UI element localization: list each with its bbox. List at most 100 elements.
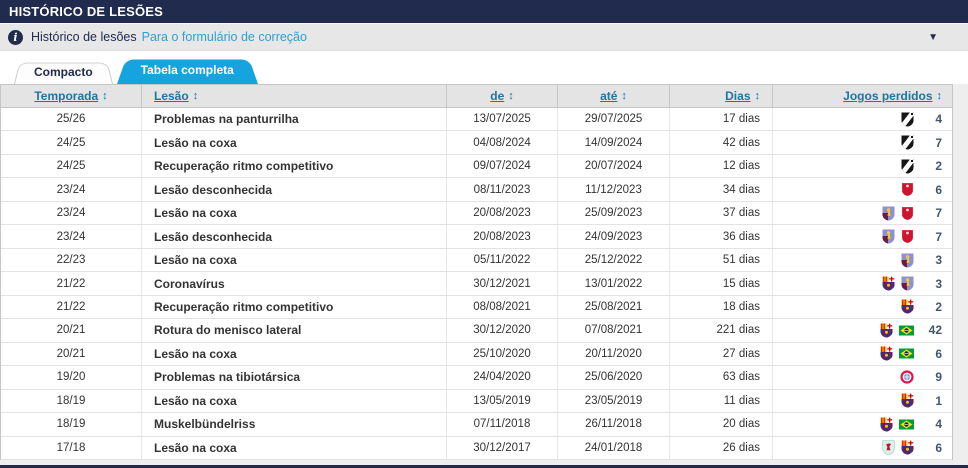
info-icon: i	[8, 29, 23, 45]
sort-icon: ↕	[102, 90, 108, 102]
club-icon-aston-villa[interactable]	[882, 229, 895, 244]
club-icons	[882, 276, 914, 291]
club-icon-brazil[interactable]	[899, 348, 914, 359]
until-date-cell-text: 25/06/2020	[584, 371, 643, 384]
club-icons	[882, 229, 914, 244]
days-cell-text: 51 dias	[722, 254, 760, 267]
tab-label: Tabela completa	[140, 63, 234, 77]
tab-tabela-completa[interactable]: Tabela completa	[117, 56, 258, 84]
until-date-cell: 20/11/2020	[558, 342, 670, 366]
from-date-cell: 09/07/2024	[447, 154, 558, 178]
club-icon-al-duhail[interactable]	[901, 205, 914, 221]
correction-form-link[interactable]: Para o formulário de correção	[141, 30, 307, 44]
column-header-lesao[interactable]: Lesão ↕	[142, 85, 447, 107]
sort-icon: ↕	[621, 90, 627, 102]
tab-compacto[interactable]: Compacto	[14, 60, 113, 84]
club-icon-barcelona[interactable]	[880, 417, 893, 432]
club-icon-barcelona[interactable]	[880, 323, 893, 338]
injury-cell-text: Lesão desconhecida	[154, 182, 273, 197]
games-missed-cell: 42	[773, 319, 952, 341]
injury-cell: Lesão na coxa	[142, 342, 447, 366]
table-row: 17/18 Lesão na coxa 30/12/2017 24/01/2018 26…	[1, 436, 952, 461]
days-cell: 36 dias	[670, 225, 773, 248]
club-icon-barcelona[interactable]	[901, 393, 914, 408]
club-icon-al-duhail[interactable]	[901, 229, 914, 244]
club-icon-bayern[interactable]	[900, 370, 914, 384]
column-header-de[interactable]: de ↕	[447, 85, 558, 107]
injury-cell-text: Lesão na coxa	[154, 206, 237, 221]
club-icon-barcelona[interactable]	[901, 299, 914, 314]
table-row: 23/24 Lesão na coxa 20/08/2023 25/09/2023 37…	[1, 201, 952, 226]
days-cell: 37 dias	[670, 201, 773, 225]
until-date-cell-text: 20/11/2020	[585, 347, 642, 360]
games-missed-count: 3	[935, 276, 942, 291]
club-icons	[880, 323, 914, 338]
column-header-ate[interactable]: até ↕	[558, 85, 670, 107]
injury-cell-text: Rotura do menisco lateral	[154, 323, 302, 338]
season-cell-text: 18/19	[56, 418, 86, 431]
from-date-cell: 30/12/2017	[447, 436, 558, 460]
days-cell-text: 63 dias	[722, 371, 760, 384]
info-bar: i Histórico de lesões Para o formulário …	[0, 23, 968, 51]
from-date-cell: 30/12/2020	[447, 319, 558, 342]
injury-cell-text: Lesão na coxa	[154, 440, 237, 455]
until-date-cell: 20/07/2024	[558, 154, 670, 178]
club-icon-barcelona[interactable]	[882, 276, 895, 291]
season-cell-text: 20/21	[56, 347, 86, 360]
from-date-cell-text: 13/07/2025	[473, 113, 531, 126]
club-icon-vasco-da-gama[interactable]	[901, 135, 914, 150]
club-icons	[901, 393, 914, 408]
club-icon-barcelona[interactable]	[880, 346, 893, 361]
tabs-bar: Compacto Tabela completa	[0, 51, 968, 84]
club-icon-aston-villa[interactable]	[901, 253, 914, 268]
club-icon-brazil[interactable]	[899, 419, 914, 430]
until-date-cell: 14/09/2024	[558, 131, 670, 154]
club-icon-barcelona[interactable]	[901, 440, 914, 455]
season-cell-text: 19/20	[56, 371, 86, 384]
until-date-cell: 07/08/2021	[558, 319, 670, 342]
season-cell-text: 23/24	[56, 207, 86, 220]
games-missed-count: 9	[935, 370, 942, 385]
table-row: 23/24 Lesão desconhecida 20/08/2023 24/09/2…	[1, 225, 952, 249]
club-icon-liverpool[interactable]	[882, 440, 895, 456]
column-header-temporada[interactable]: Temporada ↕	[1, 85, 142, 107]
games-missed-cell: 7	[773, 131, 952, 153]
club-icon-vasco-da-gama[interactable]	[901, 112, 914, 127]
club-icons	[901, 135, 914, 150]
table-row: 19/20 Problemas na tibiotársica 24/04/2020…	[1, 366, 952, 390]
days-cell-text: 12 dias	[722, 160, 760, 173]
injury-cell: Problemas na tibiotársica	[142, 366, 447, 389]
days-cell: 18 dias	[670, 295, 773, 319]
club-icon-al-duhail[interactable]	[901, 182, 914, 198]
club-icons	[880, 346, 914, 361]
until-date-cell: 23/05/2019	[558, 389, 670, 413]
injury-cell-text: Problemas na panturrilha	[154, 112, 299, 127]
tab-label: Compacto	[34, 65, 93, 79]
until-date-cell: 24/09/2023	[558, 225, 670, 248]
injury-cell-text: Recuperação ritmo competitivo	[154, 299, 334, 314]
column-header-dias[interactable]: Dias ↕	[670, 85, 773, 107]
games-missed-count: 7	[935, 206, 942, 221]
column-header-jogos-perdidos[interactable]: Jogos perdidos ↕	[843, 89, 943, 103]
days-cell: 12 dias	[670, 154, 773, 178]
games-missed-cell: 2	[773, 296, 952, 318]
club-icon-vasco-da-gama[interactable]	[901, 159, 914, 174]
club-icon-brazil[interactable]	[899, 325, 914, 336]
table-row: 20/21 Rotura do menisco lateral 30/12/2020…	[1, 319, 952, 343]
collapse-caret-icon[interactable]: ▼	[928, 31, 938, 43]
season-cell: 21/22	[1, 272, 142, 295]
club-icon-aston-villa[interactable]	[882, 206, 895, 221]
sort-icon: ↕	[508, 90, 514, 102]
table-row: 23/24 Lesão desconhecida 08/11/2023 11/12/2…	[1, 178, 952, 202]
games-missed-count: 4	[935, 112, 942, 127]
from-date-cell: 24/04/2020	[447, 366, 558, 389]
table-body: 25/26 Problemas na panturrilha 13/07/2025 2…	[1, 108, 952, 461]
sort-icon: ↕	[936, 90, 943, 102]
from-date-cell-text: 30/12/2020	[473, 324, 531, 337]
season-cell-text: 18/19	[56, 394, 86, 407]
games-missed-count: 3	[935, 253, 942, 268]
season-cell-text: 21/22	[56, 277, 86, 290]
table-row: 18/19 Lesão na coxa 13/05/2019 23/05/2019 11…	[1, 389, 952, 414]
days-cell: 15 dias	[670, 272, 773, 295]
club-icon-aston-villa[interactable]	[901, 276, 914, 291]
